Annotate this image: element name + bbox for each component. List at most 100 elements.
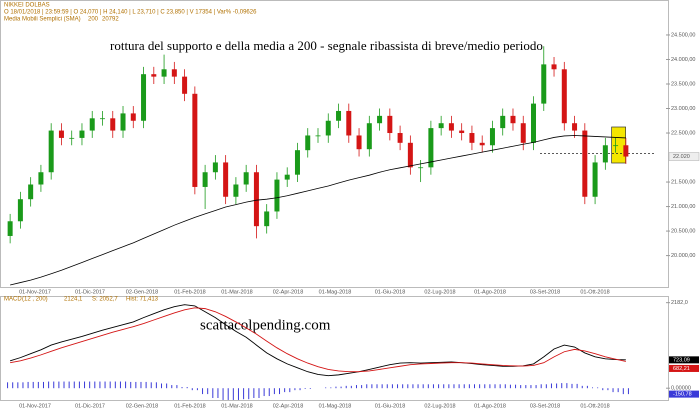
hist-bar	[509, 384, 511, 389]
candle-body	[243, 172, 249, 185]
hist-bar	[561, 383, 563, 389]
macd-label: MACD	[4, 297, 22, 303]
y-tick-label: 2182,0	[671, 300, 688, 306]
candle-body	[141, 74, 147, 121]
hist-bar	[186, 387, 188, 389]
x-tick-label: 01-Nov-2017	[19, 403, 51, 409]
hist-bar	[376, 384, 378, 389]
candle-body	[274, 179, 280, 212]
hist-bar	[345, 385, 347, 389]
hist-bar	[325, 387, 327, 389]
x-tick-label: 01-Dic-2017	[75, 403, 105, 409]
x-tick-label: 02-Lug-2018	[424, 289, 455, 295]
candle-body	[582, 130, 588, 197]
hist-bar	[479, 384, 481, 389]
hist-bar	[42, 381, 44, 389]
hist-bar	[355, 385, 357, 389]
hist-bar	[438, 384, 440, 389]
x-tick-label: 01-Giu-2018	[375, 403, 406, 409]
hist-bar	[530, 385, 532, 389]
hist-bar	[22, 382, 24, 389]
candle-body	[387, 115, 393, 134]
hist-bar	[545, 384, 547, 389]
candle-body	[151, 74, 157, 77]
candle-body	[356, 135, 362, 150]
hist-bar	[263, 388, 265, 397]
hist-bar	[520, 385, 522, 389]
hist-bar	[602, 388, 604, 391]
y-tick-label: 20.500,00	[671, 229, 695, 235]
hist-bar	[386, 384, 388, 389]
hist-bar	[622, 388, 624, 395]
hist-bar	[161, 383, 162, 389]
hist-bar	[597, 387, 599, 389]
candle-body	[48, 130, 54, 173]
hist-bar	[474, 384, 475, 389]
hist-bar	[412, 384, 414, 389]
hist-bar	[207, 388, 209, 395]
x-tick-label: 02-Gen-2018	[126, 403, 158, 409]
hist-bar	[294, 388, 296, 391]
candle-body	[366, 123, 372, 150]
candle-body	[284, 174, 290, 180]
candle-body	[161, 69, 167, 77]
x-tick-label: 01-Ott-2018	[580, 289, 609, 295]
hist-bar	[237, 388, 239, 400]
hist-bar	[217, 388, 219, 398]
hist-bar	[427, 384, 429, 389]
candle-body	[418, 167, 424, 169]
hist-bar	[397, 384, 399, 389]
hist-bar	[361, 385, 363, 389]
candle-body	[592, 162, 598, 197]
hist-bar	[612, 388, 614, 393]
candle-body	[469, 133, 475, 143]
hist-bar	[32, 381, 34, 389]
x-tick-label: 01-Feb-2018	[174, 403, 206, 409]
hist-bar	[258, 388, 260, 398]
hist-bar	[68, 381, 70, 389]
hist-bar	[350, 385, 352, 389]
x-tick-label: 01-Mar-2018	[221, 403, 253, 409]
sma-line	[10, 135, 626, 286]
hist-bar	[48, 381, 50, 389]
candle-body	[28, 184, 34, 200]
y-tick-label: 21.000,00	[671, 204, 695, 210]
hist-bar	[571, 383, 573, 389]
hist-bar	[525, 385, 527, 389]
x-tick-label: 01-Dic-2017	[75, 289, 105, 295]
candle-body	[202, 172, 208, 187]
hist-bar	[617, 388, 619, 393]
candle-body	[212, 162, 218, 173]
candle-body	[253, 172, 259, 227]
candle-body	[572, 123, 578, 131]
hist-bar	[458, 384, 460, 389]
last-value-box	[669, 390, 699, 398]
candle-body	[428, 128, 434, 168]
macd-params: (12 , 200)	[22, 297, 48, 303]
hist-bar	[94, 381, 96, 389]
candle-body	[38, 172, 44, 185]
x-tick-label: 01-Mar-2018	[221, 289, 253, 295]
hist-bar	[58, 381, 60, 389]
hist-bar	[130, 381, 132, 389]
candle-body	[407, 142, 413, 168]
last-value-box	[669, 356, 699, 364]
candle-body	[182, 76, 188, 94]
last-value-label: -150,78	[673, 392, 692, 398]
candle-body	[500, 115, 506, 129]
hist-bar	[417, 384, 419, 389]
candle-body	[377, 115, 383, 124]
hist-bar	[140, 381, 142, 389]
hist-bar	[27, 381, 29, 389]
y-tick-label: 0,00000	[671, 386, 691, 392]
candle-body	[479, 142, 485, 146]
hist-bar	[443, 384, 445, 389]
candle-body	[325, 120, 331, 136]
indicator: Media Mobili Semplici (SMA)	[4, 17, 81, 23]
hist-bar	[63, 381, 65, 389]
last-price-label: 22.020	[673, 154, 690, 160]
hist-bar	[576, 383, 578, 389]
hist-bar	[535, 385, 537, 389]
hist-bar	[453, 384, 455, 389]
candle-body	[89, 118, 95, 131]
